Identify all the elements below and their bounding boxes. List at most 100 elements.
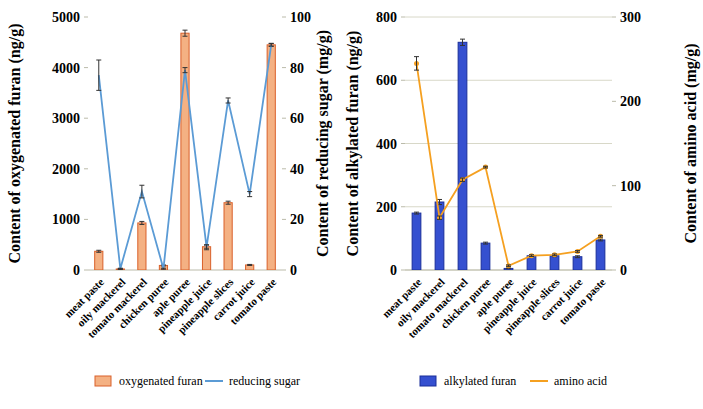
tick-label: 100 — [290, 10, 311, 25]
tick-label: 2000 — [52, 162, 80, 177]
error-cap — [269, 46, 274, 47]
tick — [282, 219, 286, 220]
tick-label: 800 — [376, 10, 397, 25]
error-stem — [462, 39, 463, 45]
tick — [84, 118, 88, 119]
grid-line — [405, 143, 612, 144]
bar — [458, 42, 467, 270]
tick-label: 200 — [376, 200, 397, 215]
plot-area — [95, 30, 276, 270]
error-stem — [416, 57, 417, 70]
error-bar — [96, 60, 101, 90]
error-cap — [506, 268, 511, 269]
error-cap — [529, 254, 534, 255]
error-cap — [118, 269, 123, 270]
category-label: tomato paste — [557, 276, 608, 327]
y2-axis-title: Content of amino acid (mg/g) — [682, 44, 700, 244]
tick — [84, 67, 88, 68]
tick — [84, 17, 88, 18]
error-cap — [226, 201, 231, 202]
tick-label: 40 — [290, 162, 304, 177]
tick — [401, 17, 405, 18]
error-cap — [598, 240, 603, 241]
legend-label: amino acid — [554, 374, 607, 388]
error-bar — [483, 242, 488, 244]
error-bar — [226, 201, 231, 204]
error-cap — [483, 242, 488, 243]
error-cap — [575, 255, 580, 256]
error-cap — [226, 97, 231, 98]
bar — [412, 213, 421, 270]
error-bar — [247, 264, 252, 265]
tick-label: 20 — [290, 212, 304, 227]
marker — [506, 263, 511, 268]
error-bar — [118, 268, 123, 270]
error-cap — [460, 181, 465, 182]
error-cap — [529, 256, 534, 257]
marker — [437, 215, 442, 220]
tick — [612, 101, 616, 102]
marker — [483, 165, 488, 170]
error-bar — [204, 245, 209, 250]
error-cap — [161, 269, 166, 270]
error-cap — [183, 72, 188, 73]
error-cap — [139, 197, 144, 198]
error-cap — [414, 56, 419, 57]
tick — [612, 17, 616, 18]
bar — [181, 33, 189, 270]
tick-label: 400 — [376, 137, 397, 152]
error-cap — [247, 265, 252, 266]
bar — [246, 265, 254, 270]
error-bar — [139, 185, 144, 198]
error-cap — [247, 264, 252, 265]
error-cap — [269, 43, 274, 44]
error-cap — [598, 235, 603, 236]
error-cap — [204, 249, 209, 250]
error-bar — [139, 221, 144, 224]
bar — [138, 223, 146, 270]
error-bar — [269, 43, 274, 46]
bar — [202, 247, 210, 270]
error-stem — [185, 30, 186, 36]
tick — [612, 270, 616, 271]
legend: oxygenated furanreducing sugar — [95, 374, 300, 388]
error-cap — [247, 196, 252, 197]
error-cap — [226, 103, 231, 104]
tick — [401, 143, 405, 144]
error-stem — [141, 185, 142, 198]
error-cap — [552, 253, 557, 254]
error-bar — [506, 265, 511, 267]
tick — [282, 118, 286, 119]
marker — [598, 234, 603, 239]
error-cap — [483, 166, 488, 167]
error-bar — [460, 178, 465, 181]
error-cap — [118, 269, 123, 270]
error-cap — [96, 90, 101, 91]
legend-label: oxygenated furan — [119, 374, 203, 388]
y-axis-title: Content of alkylated furan (ng/g) — [344, 31, 362, 257]
error-cap — [575, 257, 580, 258]
bar — [573, 257, 582, 270]
error-stem — [206, 245, 207, 250]
marker — [529, 253, 534, 258]
error-bar — [414, 212, 419, 214]
tick-label: 60 — [290, 111, 304, 126]
tick-label: 1000 — [52, 212, 80, 227]
y2-axis-title: Content of reducing sugar (mg/g) — [314, 30, 332, 257]
error-cap — [139, 221, 144, 222]
error-stem — [98, 60, 99, 90]
error-cap — [183, 30, 188, 31]
error-bar — [226, 98, 231, 103]
panel: 010002000300040005000020406080100Content… — [6, 10, 332, 388]
bar — [481, 243, 490, 270]
error-cap — [506, 264, 511, 265]
tick — [282, 270, 286, 271]
error-bar — [414, 57, 419, 70]
error-cap — [96, 250, 101, 251]
tick-label: 600 — [376, 73, 397, 88]
error-cap — [506, 266, 511, 267]
tick-label: 0 — [290, 263, 297, 278]
error-cap — [161, 268, 166, 269]
error-cap — [483, 244, 488, 245]
error-stem — [439, 199, 440, 204]
